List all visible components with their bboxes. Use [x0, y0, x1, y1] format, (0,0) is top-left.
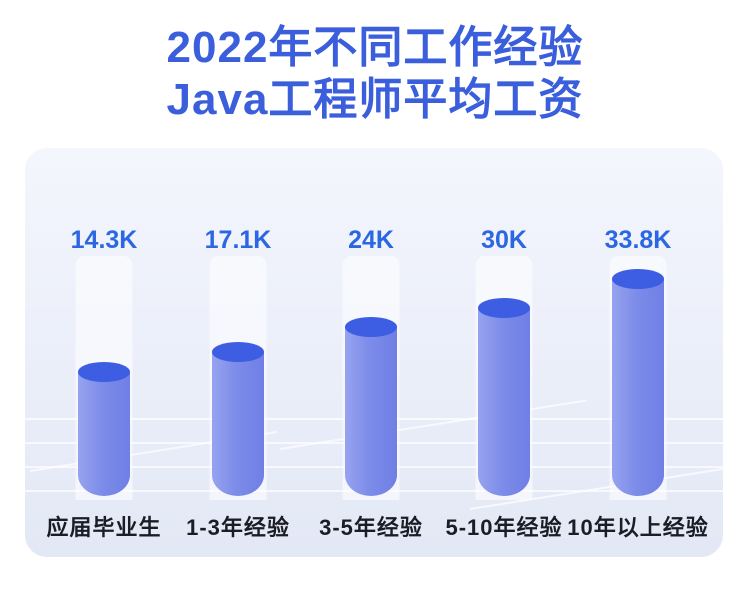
bar-cylinder-cap — [78, 362, 130, 382]
bar-value-label: 14.3K — [70, 226, 138, 254]
bar-cylinder — [612, 269, 664, 496]
bar-cylinder-body — [478, 308, 530, 496]
bar-value-label: 30K — [481, 226, 527, 254]
bar-cylinder-cap — [612, 269, 664, 289]
bar-value-label: 17.1K — [204, 226, 272, 254]
bar-value-label: 33.8K — [604, 226, 672, 254]
bar-category-label: 3-5年经验 — [319, 515, 423, 540]
bar-category-label: 1-3年经验 — [186, 515, 290, 540]
bar-cylinder — [345, 317, 397, 496]
bar-cylinder-cap — [345, 317, 397, 337]
bar-cylinder — [78, 362, 130, 496]
bar-value-label: 24K — [348, 226, 394, 254]
bar-cylinder — [212, 342, 264, 496]
chart-title-line-2: Java工程师平均工资 — [166, 74, 584, 124]
chart-title-line-1: 2022年不同工作经验 — [166, 23, 584, 72]
bar-cylinder-body — [345, 327, 397, 496]
chart-title: 2022年不同工作经验 Java工程师平均工资 — [0, 22, 750, 126]
bar-cylinder — [478, 298, 530, 496]
bar-cylinder-body — [612, 279, 664, 496]
bar-cylinder-body — [212, 352, 264, 496]
bar-category-label: 10年以上经验 — [567, 515, 709, 540]
bar-cylinder-cap — [478, 298, 530, 318]
bar-cylinder-body — [78, 372, 130, 496]
bar-category-label: 应届毕业生 — [46, 515, 162, 540]
bar-category-label: 5-10年经验 — [445, 515, 563, 540]
bar-cylinder-cap — [212, 342, 264, 362]
